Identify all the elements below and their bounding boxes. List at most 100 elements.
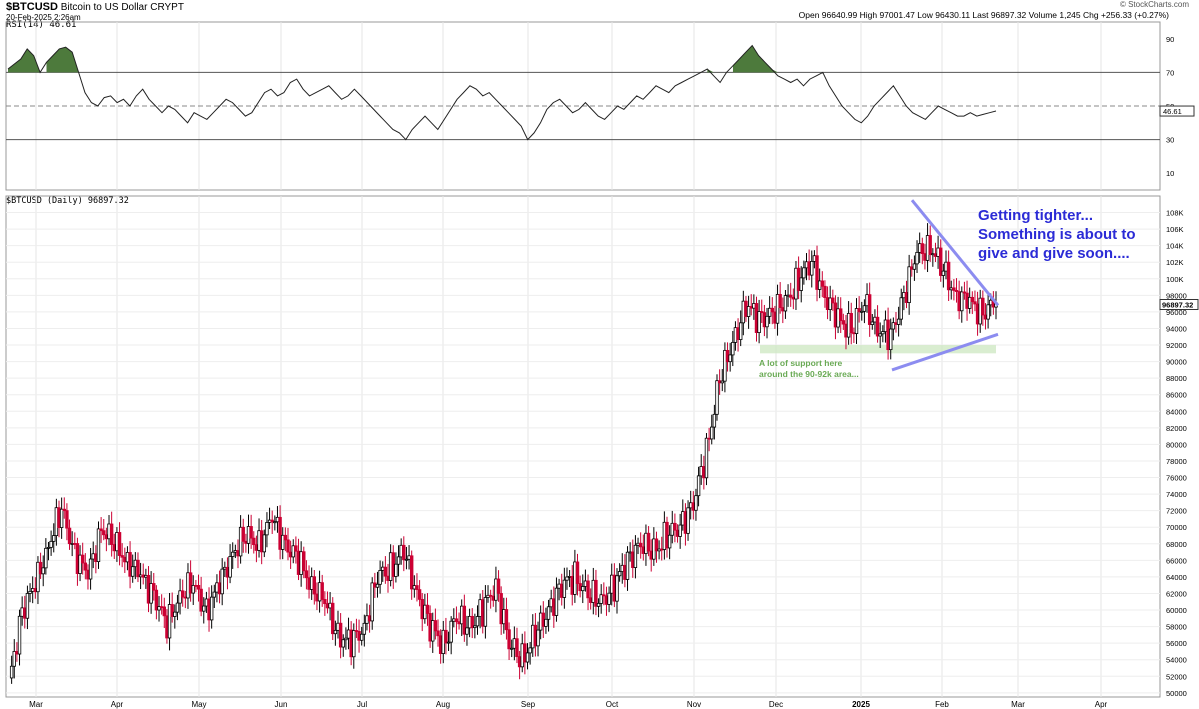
candle-body xyxy=(752,303,756,309)
x-tick-label: Apr xyxy=(111,700,124,709)
price-y-tick-label: 102K xyxy=(1166,258,1184,267)
candle-body xyxy=(567,576,572,578)
candle-body xyxy=(488,594,493,597)
candle-body xyxy=(362,622,367,635)
candle-body xyxy=(396,556,401,565)
candle-body xyxy=(370,582,374,622)
candle-body xyxy=(573,561,577,595)
rsi-overbought-fill xyxy=(8,48,41,73)
candle-body xyxy=(159,606,164,609)
candle-body xyxy=(323,599,327,605)
candle-body xyxy=(223,566,227,570)
candle-body xyxy=(707,437,711,440)
candle-body xyxy=(841,320,846,325)
candle-body xyxy=(917,243,922,253)
candle-body xyxy=(702,466,706,479)
candle-body xyxy=(49,540,53,548)
upper-trendline xyxy=(910,199,1000,307)
price-y-tick-label: 68000 xyxy=(1166,540,1187,549)
candle-body xyxy=(228,556,232,578)
candle-body xyxy=(299,551,303,575)
candle-body xyxy=(673,522,677,531)
candle-body xyxy=(736,327,740,340)
rsi-overbought-fill xyxy=(46,47,79,73)
candle-body xyxy=(28,590,32,594)
candle-body xyxy=(812,255,817,262)
candle-body xyxy=(70,543,74,545)
candle-body xyxy=(254,544,259,551)
candle-body xyxy=(144,574,148,578)
price-y-tick-label: 90000 xyxy=(1166,358,1187,367)
ohlc-readout: Open 96640.99 High 97001.47 Low 96430.11… xyxy=(798,10,1169,20)
candle-body xyxy=(425,604,430,614)
candle-body xyxy=(604,595,609,605)
candle-body xyxy=(565,576,569,581)
candle-body xyxy=(878,333,882,337)
candle-body xyxy=(520,643,524,668)
candle-body xyxy=(136,559,140,578)
candle-body xyxy=(15,651,19,655)
candle-body xyxy=(86,569,90,580)
candle-body xyxy=(225,566,230,578)
candle-body xyxy=(165,615,169,639)
candle-body xyxy=(486,594,490,598)
last-price-tag xyxy=(1159,299,1199,311)
candle-body xyxy=(636,542,640,546)
candle-body xyxy=(212,591,216,598)
candle-body xyxy=(238,526,243,557)
candle-body xyxy=(749,306,753,309)
candle-body xyxy=(75,543,80,574)
candle-body xyxy=(617,571,622,577)
candle-body xyxy=(286,539,290,553)
candle-body xyxy=(46,546,51,549)
candle-body xyxy=(817,280,822,290)
candle-body xyxy=(717,380,722,384)
candle-body xyxy=(433,620,438,632)
candle-body xyxy=(625,551,630,580)
candle-body xyxy=(296,550,301,575)
x-tick-label: Oct xyxy=(606,700,619,709)
candle-body xyxy=(431,620,435,642)
candle-body xyxy=(612,574,617,602)
candle-body xyxy=(807,261,811,276)
rsi-y-tick-label: 70 xyxy=(1166,68,1174,77)
candle-body xyxy=(141,574,145,578)
candle-body xyxy=(52,535,56,542)
candle-body xyxy=(744,300,748,317)
candle-body xyxy=(65,510,69,529)
candle-body xyxy=(741,300,746,324)
candle-body xyxy=(791,296,796,300)
candle-body xyxy=(960,291,964,312)
candle-body xyxy=(38,561,43,575)
candle-body xyxy=(436,630,440,637)
rsi-y-tick-label: 30 xyxy=(1166,136,1174,145)
x-tick-label: 2025 xyxy=(852,700,870,709)
x-tick-label: Mar xyxy=(29,700,43,709)
candle-body xyxy=(215,582,219,593)
candle-body xyxy=(309,576,314,590)
candle-body xyxy=(699,466,703,477)
candle-body xyxy=(602,594,606,597)
candle-body xyxy=(483,597,488,627)
candle-body xyxy=(796,267,801,291)
candle-body xyxy=(133,559,138,568)
candle-body xyxy=(270,519,274,523)
candle-body xyxy=(939,247,943,276)
x-tick-label: Sep xyxy=(521,700,536,709)
price-y-tick-label: 52000 xyxy=(1166,672,1187,681)
price-y-tick-label: 72000 xyxy=(1166,507,1187,516)
chart-date: 20-Feb-2025 2:26am xyxy=(6,13,81,22)
candle-body xyxy=(757,311,761,333)
candle-body xyxy=(662,521,667,550)
candle-body xyxy=(839,308,843,321)
candle-body xyxy=(923,253,927,261)
candle-body xyxy=(267,519,272,523)
x-tick-label: Dec xyxy=(769,700,783,709)
candle-body xyxy=(983,314,988,320)
candle-body xyxy=(207,598,211,621)
candle-body xyxy=(517,656,522,668)
candle-body xyxy=(891,322,896,330)
candle-body xyxy=(620,564,624,572)
candle-body xyxy=(654,538,659,552)
candle-body xyxy=(394,563,398,577)
